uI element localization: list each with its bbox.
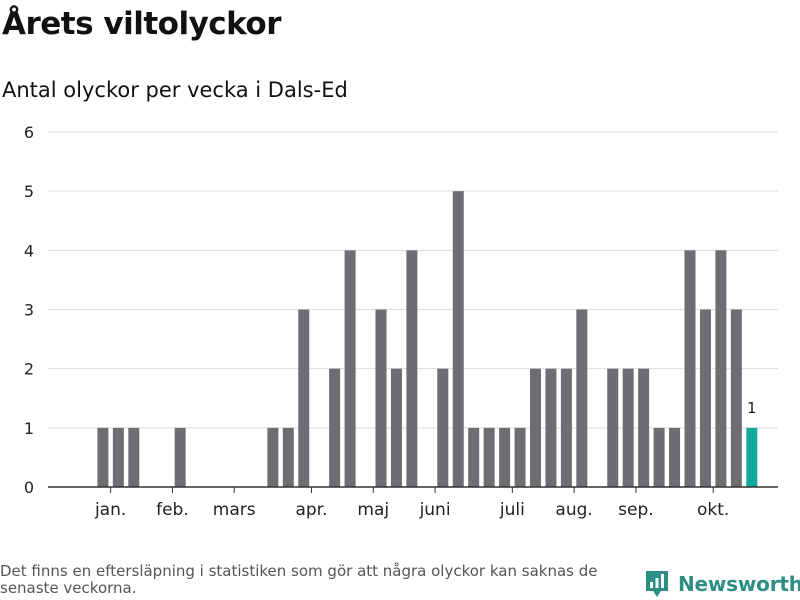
chart-subtitle: Antal olyckor per vecka i Dals-Ed (2, 78, 348, 102)
bar (699, 309, 711, 487)
bar (298, 309, 310, 487)
y-tick-label: 3 (24, 301, 34, 320)
y-tick-label: 5 (24, 182, 34, 201)
bar (684, 250, 696, 487)
x-tick-label: juni (419, 500, 451, 520)
x-tick-label: apr. (295, 500, 327, 520)
bar (390, 368, 402, 487)
bar (514, 427, 526, 487)
bar (653, 427, 665, 487)
x-tick-label: mars (213, 500, 256, 520)
bar (483, 427, 495, 487)
bar (128, 427, 140, 487)
bar (638, 368, 650, 487)
y-axis-tick-labels: 0 1 2 3 4 5 6 (24, 123, 34, 497)
y-tick-label: 1 (24, 419, 34, 438)
bars (97, 191, 758, 487)
x-tick-label: juli (499, 500, 525, 520)
x-axis-month-labels: jan. feb. mars apr. maj juni juli aug. sep. okt. (94, 500, 729, 520)
bar (468, 427, 480, 487)
bar-highlight (746, 427, 758, 487)
newsworthy-logo: Newsworthy (644, 569, 800, 599)
chart-title: Årets viltolyckor (2, 6, 282, 42)
bar (715, 250, 727, 487)
bar (282, 427, 294, 487)
x-tick-label: maj (357, 500, 389, 520)
data-label: 1 (747, 399, 757, 417)
footnote: Det finns en eftersläpning i statistiken… (0, 562, 598, 597)
bar (267, 427, 279, 487)
bar (452, 191, 464, 487)
brand-name: Newsworthy (678, 572, 800, 596)
y-tick-label: 6 (24, 123, 34, 142)
bar (406, 250, 418, 487)
bar (97, 427, 109, 487)
x-tick-label: aug. (555, 500, 592, 520)
bar (669, 427, 681, 487)
bar (622, 368, 634, 487)
bar (730, 309, 742, 487)
x-tick-label: feb. (156, 500, 189, 520)
x-tick-label: okt. (697, 500, 729, 520)
bar (530, 368, 541, 487)
bar (329, 368, 341, 487)
newsworthy-logo-icon (646, 571, 668, 597)
x-tick-label: jan. (94, 500, 126, 520)
bar (576, 309, 588, 487)
bar (545, 368, 557, 487)
bar (344, 250, 356, 487)
bar (607, 368, 619, 487)
bar (499, 427, 511, 487)
y-tick-label: 4 (24, 241, 34, 260)
bar (112, 427, 124, 487)
bar (174, 427, 186, 487)
data-labels: 1 (747, 399, 757, 417)
bar (375, 309, 387, 487)
y-tick-label: 2 (24, 360, 34, 379)
y-tick-label: 0 (24, 478, 34, 497)
bar (437, 368, 449, 487)
bar-chart: 0 1 2 3 4 5 6 jan. feb. mars apr. maj juni juli aug. s… (24, 123, 778, 520)
bar (560, 368, 572, 487)
x-axis (48, 486, 778, 493)
x-tick-label: sep. (618, 500, 654, 520)
